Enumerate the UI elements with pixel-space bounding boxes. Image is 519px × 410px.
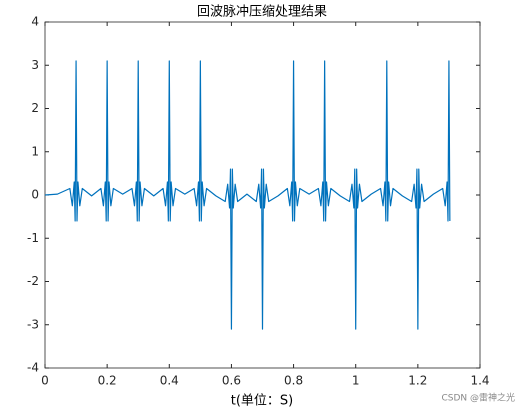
x-tick-label: 1.4 (470, 374, 489, 388)
x-tick-label: 0.4 (160, 374, 179, 388)
x-tick-label: 0.8 (284, 374, 303, 388)
signal-line (44, 60, 451, 330)
y-tick-label: -1 (27, 231, 39, 245)
x-tick-label: 1.2 (408, 374, 427, 388)
watermark: CSDN @雷神之光 (441, 392, 515, 404)
x-tick-label: 0 (41, 374, 49, 388)
x-tick-label: 0.6 (222, 374, 241, 388)
y-tick-label: 3 (31, 58, 39, 72)
x-tick-label: 0.2 (98, 374, 117, 388)
x-axis-label: t(单位：S) (231, 394, 294, 409)
y-tick-label: 0 (31, 188, 39, 202)
chart-title: 回波脉冲压缩处理结果 (197, 4, 327, 20)
y-tick-label: 1 (31, 144, 39, 158)
y-tick-label: -4 (27, 361, 39, 375)
y-tick-label: 2 (31, 101, 39, 115)
y-tick-label: -3 (27, 317, 39, 331)
y-tick-label: -2 (27, 274, 39, 288)
y-tick-label: 4 (31, 15, 39, 29)
x-tick-label: 1 (352, 374, 360, 388)
